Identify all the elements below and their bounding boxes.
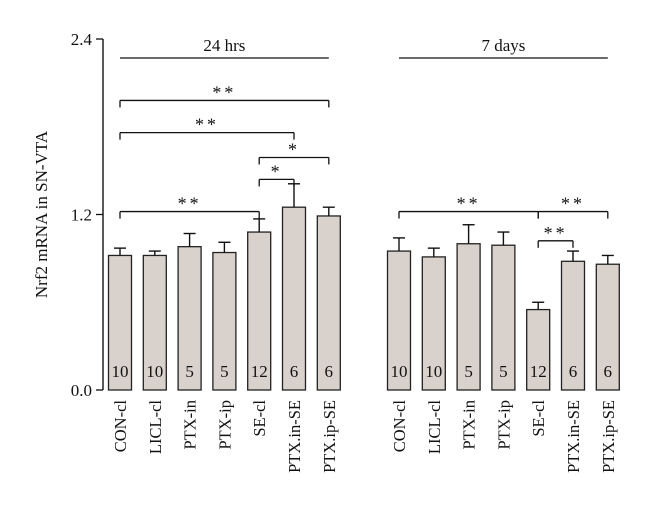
x-tick-label: PTX-ip: [494, 400, 513, 450]
x-tick-label: CON-cl: [111, 400, 130, 453]
significance-marker: *: [288, 139, 300, 159]
bar-n-label: 5: [499, 362, 508, 381]
bar-n-label: 5: [464, 362, 473, 381]
group-label: 24 hrs: [203, 36, 245, 55]
significance-marker: **: [561, 194, 585, 214]
significance-marker: **: [457, 194, 481, 214]
bar-n-label: 12: [251, 362, 268, 381]
bar-n-label: 10: [112, 362, 129, 381]
y-tick-label: 1.2: [71, 206, 92, 225]
x-tick-label: PTX-in: [181, 400, 200, 450]
axes: [96, 38, 609, 391]
bar-n-label: 10: [425, 362, 442, 381]
x-tick-label: PTX.ip-SE: [320, 400, 339, 473]
y-axis-title: Nrf2 mRNA in SN-VTA: [32, 130, 51, 298]
group-label: 7 days: [481, 36, 525, 55]
x-tick-label: PTX.in-SE: [564, 400, 583, 473]
significance-marker: *: [271, 161, 283, 181]
significance-marker: **: [544, 223, 568, 243]
x-tick-label: PTX-ip: [215, 400, 234, 450]
x-tick-label: CON-cl: [390, 400, 409, 453]
bars: [107, 183, 620, 391]
significance-marker: **: [212, 82, 236, 102]
bar-n-label: 6: [569, 362, 578, 381]
bar-n-label: 10: [391, 362, 408, 381]
bar-n-label: 6: [325, 362, 334, 381]
x-tick-label: SE-cl: [529, 400, 548, 437]
y-tick-label: 2.4: [71, 30, 93, 49]
x-tick-label: PTX-in: [460, 400, 479, 450]
bar-n-label: 6: [290, 362, 299, 381]
significance-marker: **: [195, 115, 219, 135]
x-tick-label: PTX.in-SE: [285, 400, 304, 473]
bar-n-label: 6: [604, 362, 613, 381]
x-tick-label: SE-cl: [250, 400, 269, 437]
significance-marker: **: [178, 194, 202, 214]
bar-n-label: 5: [185, 362, 194, 381]
labels: 0.0 1.2 2.4 Nrf2 mRNA in SN-VTA 10 CON-cl 10 LI…: [32, 30, 618, 473]
x-tick-label: LICL-cl: [425, 400, 444, 454]
bar-n-label: 12: [530, 362, 547, 381]
x-tick-label: LICL-cl: [146, 400, 165, 454]
bar-n-label: 10: [146, 362, 163, 381]
y-tick-label: 0.0: [71, 381, 92, 400]
bar-n-label: 5: [220, 362, 229, 381]
x-tick-label: PTX.ip-SE: [599, 400, 618, 473]
